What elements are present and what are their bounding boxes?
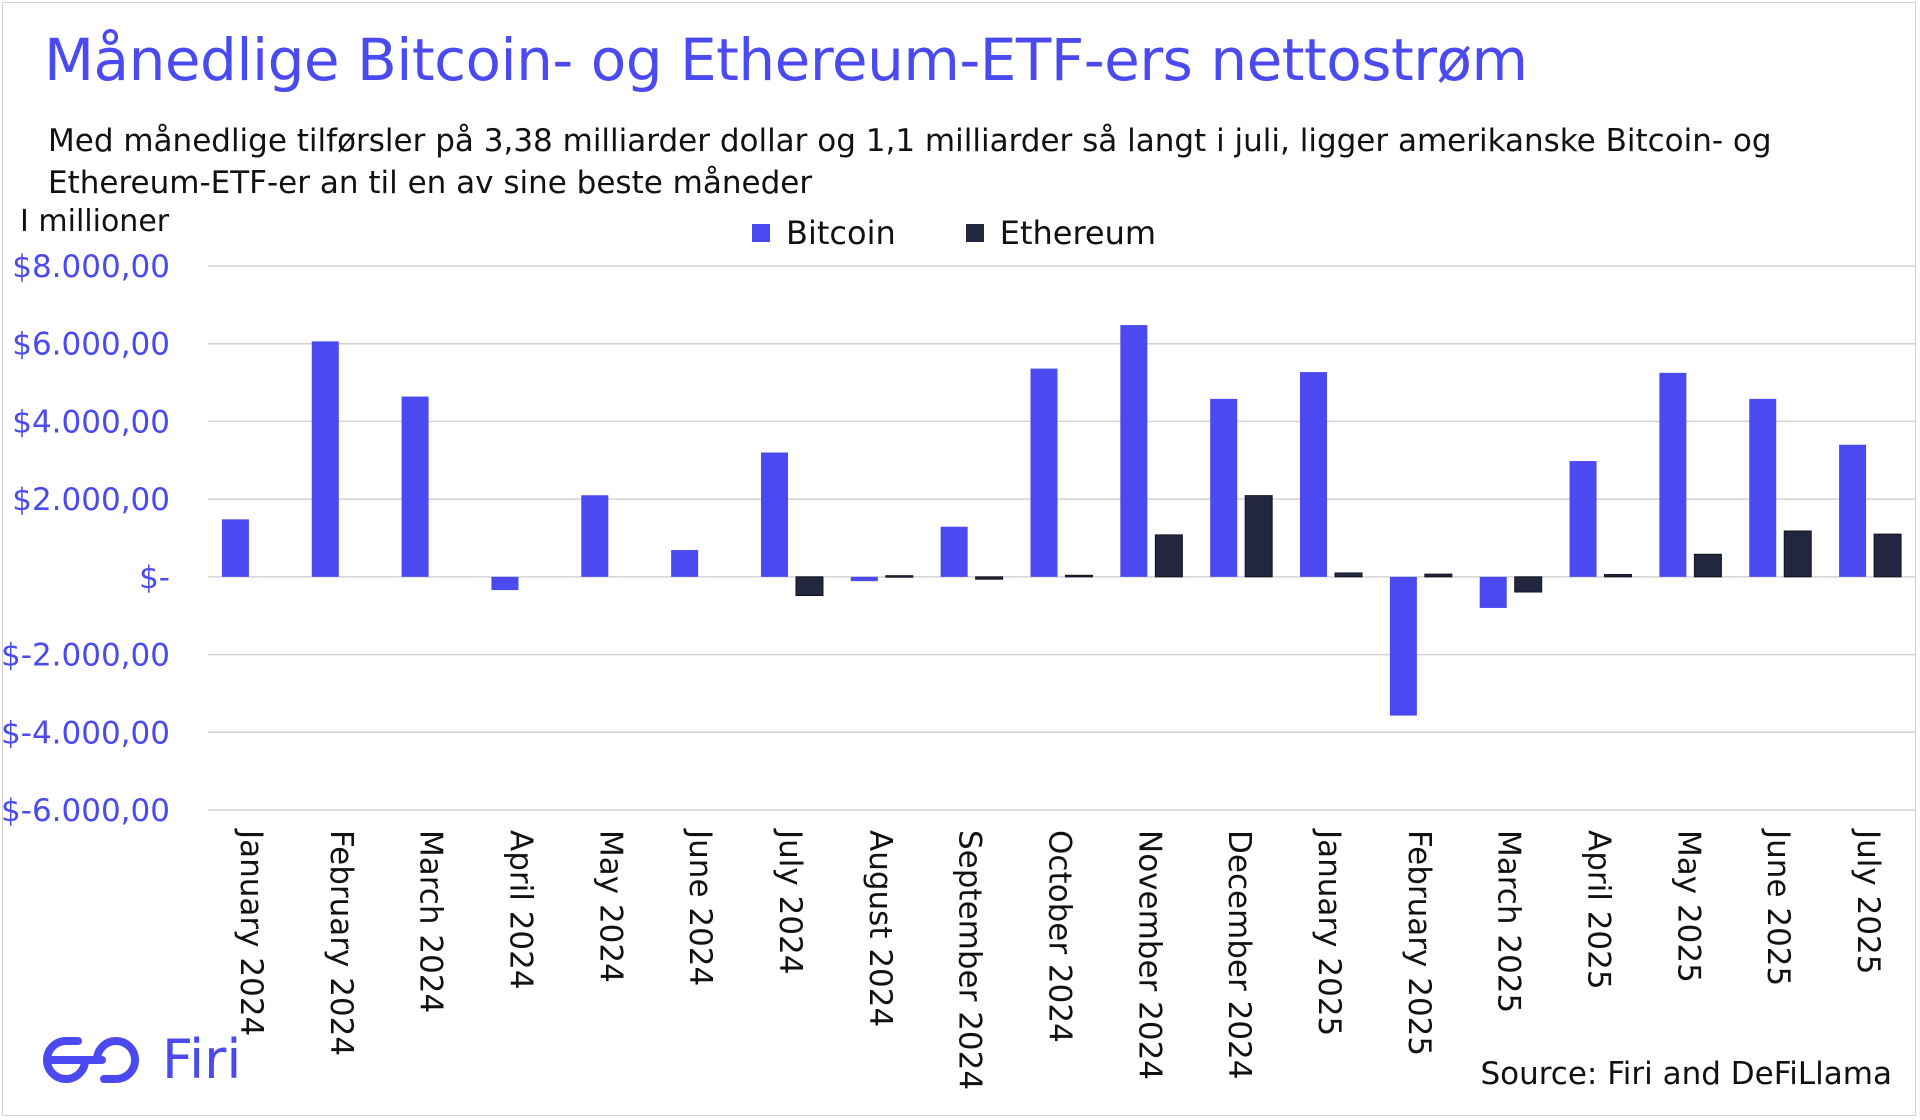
legend-item-ethereum: Ethereum [965, 214, 1157, 252]
bar-ethereum-12 [1334, 572, 1363, 578]
x-category-label: March 2025 [1491, 830, 1527, 1013]
chart-subtitle: Med månedlige tilførsler på 3,38 milliar… [48, 123, 1772, 201]
bar-ethereum-17 [1783, 530, 1812, 578]
bar-ethereum-8 [975, 576, 1004, 580]
bar-ethereum-10 [1154, 534, 1183, 578]
bar-bitcoin-10 [1120, 325, 1148, 577]
bar-bitcoin-0 [221, 519, 249, 577]
legend-item-bitcoin: Bitcoin [752, 214, 896, 252]
y-tick-label: $2.000,00 [12, 482, 170, 518]
bar-bitcoin-16 [1659, 372, 1687, 577]
bar-bitcoin-17 [1749, 398, 1777, 577]
x-category-label: February 2024 [323, 830, 359, 1056]
x-category-label: January 2024 [233, 828, 269, 1036]
legend-swatch-ethereum [965, 224, 984, 242]
chart-title: Månedlige Bitcoin- og Ethereum-ETF-ers n… [44, 26, 1528, 94]
x-category-label: November 2024 [1131, 830, 1167, 1080]
bar-bitcoin-18 [1839, 444, 1867, 577]
y-tick-label: $-6.000,00 [1, 793, 170, 829]
bar-ethereum-16 [1693, 553, 1722, 578]
bar-bitcoin-14 [1479, 576, 1507, 608]
x-category-label: September 2024 [952, 830, 988, 1090]
bar-bitcoin-5 [671, 550, 699, 577]
bar-bitcoin-11 [1210, 398, 1238, 577]
bar-bitcoin-6 [760, 452, 788, 577]
x-category-label: March 2024 [413, 830, 449, 1013]
legend-label-bitcoin: Bitcoin [786, 214, 896, 252]
bar-bitcoin-8 [940, 526, 968, 577]
bar-bitcoin-2 [401, 396, 429, 577]
x-category-label: April 2025 [1581, 830, 1617, 990]
y-tick-label: $-2.000,00 [1, 638, 170, 674]
x-category-label: July 2024 [772, 828, 808, 975]
legend-swatch-bitcoin [752, 224, 770, 242]
bar-ethereum-7 [885, 575, 914, 578]
bar-ethereum-11 [1244, 495, 1273, 578]
source-note: Source: Firi and DeFiLlama [1480, 1056, 1892, 1092]
bar-ethereum-18 [1873, 533, 1902, 578]
y-tick-label: $- [139, 560, 170, 596]
logo-text: Firi [162, 1028, 242, 1091]
x-category-label: January 2025 [1311, 828, 1347, 1036]
y-tick-label: $6.000,00 [12, 327, 170, 363]
bar-ethereum-15 [1604, 574, 1633, 578]
bar-bitcoin-4 [581, 495, 609, 577]
firi-logo: Firi [38, 1028, 241, 1091]
bar-bitcoin-15 [1569, 461, 1597, 577]
y-tick-label: $-4.000,00 [1, 715, 170, 751]
x-category-label: October 2024 [1042, 830, 1078, 1043]
x-category-label: February 2025 [1401, 830, 1437, 1056]
x-category-label: June 2024 [682, 828, 718, 986]
legend-label-ethereum: Ethereum [999, 214, 1157, 252]
x-category-label: July 2025 [1850, 828, 1886, 975]
bar-bitcoin-13 [1389, 576, 1417, 716]
y-tick-label: $8.000,00 [12, 249, 170, 285]
x-category-label: December 2024 [1221, 830, 1257, 1080]
bar-ethereum-9 [1065, 574, 1093, 578]
bar-bitcoin-7 [850, 576, 878, 582]
x-category-label: April 2024 [502, 830, 538, 990]
x-category-label: May 2024 [592, 830, 628, 983]
bar-bitcoin-9 [1030, 368, 1058, 577]
y-axis-unit-label: I millioner [20, 204, 170, 239]
bar-ethereum-13 [1424, 573, 1453, 578]
x-category-label: May 2025 [1670, 830, 1706, 983]
bar-ethereum-6 [795, 576, 824, 597]
bar-bitcoin-12 [1300, 372, 1328, 577]
bar-bitcoin-1 [311, 341, 339, 577]
bar-bitcoin-3 [491, 576, 519, 591]
x-category-label: June 2025 [1760, 828, 1796, 986]
x-category-label: August 2024 [862, 830, 898, 1027]
y-tick-label: $4.000,00 [12, 404, 170, 440]
firi-logo-icon [43, 1036, 139, 1083]
bar-ethereum-14 [1514, 576, 1543, 593]
legend: Bitcoin Ethereum [752, 214, 1226, 252]
